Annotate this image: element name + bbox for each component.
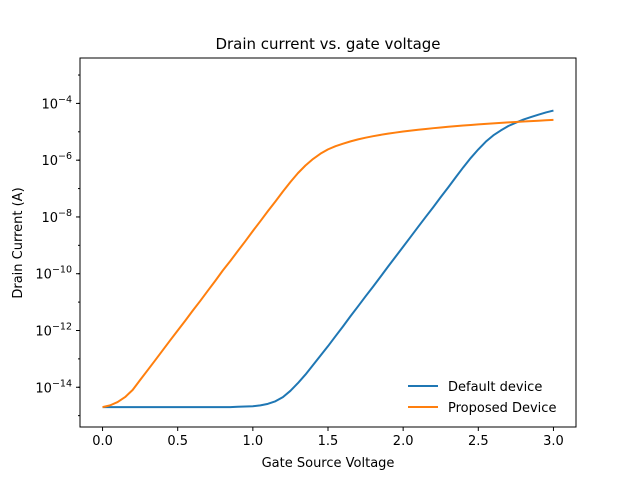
axes-layer: 0.0 0.5 1.0 1.5 2.0 2.5 3.010−1410−1210−1010−8… (35, 57, 577, 449)
legend-label-proposed-device: Proposed Device (448, 401, 556, 416)
x-axis-label: Gate Source Voltage (262, 456, 395, 471)
y-axis-label: Drain Current (A) (11, 187, 26, 298)
legend-label-default-device: Default device (448, 380, 542, 395)
x-tick-label: 2.0 (393, 434, 414, 449)
legend: Default device Proposed Device (408, 380, 556, 416)
y-tick-label: 10−10 (35, 265, 72, 283)
y-tick-base: 10 (41, 154, 58, 169)
y-tick-label: 10−4 (41, 94, 72, 112)
y-tick-base: 10 (35, 324, 52, 339)
y-tick-exponent: −6 (58, 151, 72, 162)
series-layer (102, 109, 554, 409)
y-tick-exponent: −8 (58, 208, 72, 219)
y-tick-exponent: −4 (58, 94, 72, 105)
series-line-default-device (102, 109, 554, 409)
x-tick-label: 0.0 (92, 434, 113, 449)
x-tick-label: 2.5 (468, 434, 489, 449)
series-line-proposed-device (102, 118, 554, 409)
y-tick-label: 10−8 (41, 208, 72, 226)
y-tick-base: 10 (41, 211, 58, 226)
y-tick-exponent: −14 (52, 378, 72, 389)
x-tick-label: 1.5 (318, 434, 339, 449)
x-tick-label: 0.5 (167, 434, 188, 449)
y-tick-label: 10−12 (35, 321, 72, 339)
y-tick-base: 10 (35, 268, 52, 283)
y-tick-exponent: −10 (52, 265, 72, 276)
y-tick-base: 10 (41, 97, 58, 112)
x-tick-label: 1.0 (243, 434, 264, 449)
y-tick-label: 10−14 (35, 378, 72, 396)
x-tick-label: 3.0 (543, 434, 564, 449)
y-tick-label: 10−6 (41, 151, 72, 169)
y-tick-exponent: −12 (52, 321, 72, 332)
y-tick-base: 10 (35, 381, 52, 396)
chart-title: Drain current vs. gate voltage (215, 35, 440, 53)
